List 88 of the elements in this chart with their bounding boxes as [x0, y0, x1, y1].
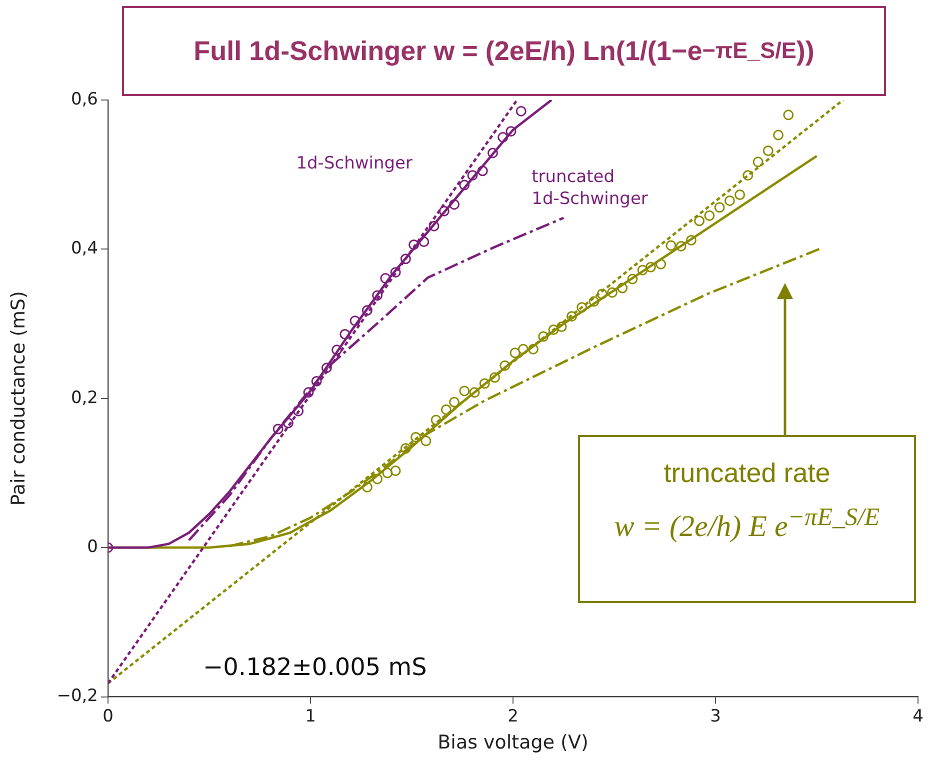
- point: [637, 264, 648, 276]
- point: [410, 432, 422, 442]
- point: [390, 466, 401, 476]
- point: [321, 362, 332, 374]
- x-tick-label: 3: [710, 706, 721, 726]
- y-tick-label: 0,2: [70, 388, 98, 408]
- series-label: truncated 1d-Schwinger: [532, 166, 648, 209]
- point: [428, 220, 440, 232]
- point: [686, 235, 696, 246]
- point: [734, 189, 746, 200]
- point: [576, 302, 588, 313]
- point: [617, 282, 628, 294]
- point: [372, 290, 383, 301]
- x-tick-label: 0: [102, 706, 114, 726]
- point: [516, 106, 526, 116]
- point: [362, 305, 372, 316]
- point: [459, 386, 470, 396]
- point: [449, 396, 460, 408]
- point: [724, 195, 735, 206]
- point: [528, 344, 538, 354]
- point: [430, 414, 442, 426]
- point: [773, 130, 784, 140]
- point: [606, 287, 618, 298]
- point: [362, 482, 372, 492]
- point: [656, 258, 666, 270]
- point: [477, 166, 488, 176]
- annotation: w = (2e/h) E e$^{−πE_S/E}$: [613, 502, 881, 545]
- point: [704, 210, 715, 221]
- y-tick-label: −0,2: [56, 686, 98, 706]
- point: [762, 145, 774, 156]
- point: [676, 240, 686, 252]
- point: [293, 406, 304, 416]
- point: [408, 239, 420, 250]
- point: [645, 262, 656, 272]
- annotation: truncated rate: [662, 457, 832, 490]
- point: [500, 360, 510, 371]
- point: [752, 156, 764, 168]
- text: 1d-Schwinger: [296, 153, 413, 174]
- point: [588, 296, 600, 307]
- point: [479, 378, 490, 389]
- point: [272, 424, 284, 434]
- point: [303, 387, 314, 398]
- point: [627, 274, 638, 284]
- point: [488, 148, 498, 158]
- point: [556, 322, 567, 332]
- point: [372, 474, 383, 484]
- point: [538, 331, 549, 342]
- point: [714, 202, 725, 213]
- point: [498, 132, 508, 143]
- point: [506, 126, 516, 137]
- point: [350, 316, 360, 326]
- point: [783, 110, 794, 120]
- point: [332, 344, 342, 356]
- point: [440, 404, 452, 415]
- point: [596, 288, 608, 300]
- y-tick-label: 0,4: [70, 238, 98, 259]
- point: [420, 436, 432, 446]
- point: [694, 216, 705, 226]
- point: [311, 376, 322, 386]
- point: [490, 372, 500, 383]
- point: [390, 267, 401, 278]
- point: [382, 468, 393, 478]
- text-frame: truncated rate w = (2e/h) E e$^{−πE_S/E}$: [578, 435, 916, 603]
- point: [518, 344, 528, 354]
- point: [400, 443, 411, 454]
- point: [340, 328, 350, 340]
- point: [548, 324, 559, 336]
- x-tick-label: 4: [912, 706, 924, 726]
- point: [438, 206, 450, 216]
- point: [467, 170, 478, 181]
- point: [566, 311, 577, 322]
- point: [449, 199, 460, 210]
- y-axis-title: Pair conductance (mS): [7, 291, 30, 506]
- point: [380, 273, 391, 284]
- point: [400, 254, 411, 264]
- point: [742, 170, 754, 181]
- annotation: −0.182±0.005 mS: [203, 652, 427, 681]
- point: [282, 418, 294, 428]
- x-tick-label: 2: [508, 706, 518, 726]
- point: [418, 236, 430, 247]
- point: [469, 387, 480, 398]
- point: [459, 180, 470, 190]
- point: [666, 240, 676, 251]
- point: [510, 348, 520, 358]
- x-tick-label: 1: [305, 706, 316, 726]
- y-tick-label: 0,6: [70, 89, 98, 110]
- x-axis-title: Bias voltage (V): [438, 732, 588, 754]
- y-tick-label: 0: [87, 537, 98, 558]
